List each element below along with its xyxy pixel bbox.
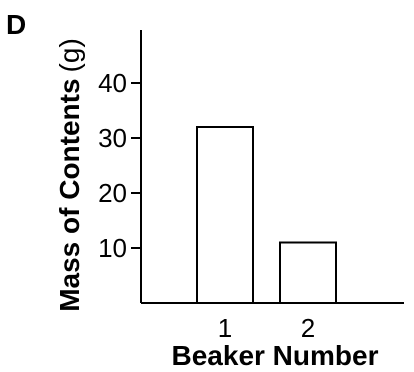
plot-area: 1 2 10 20 30 40 (98, 30, 404, 343)
bar-1 (196, 126, 254, 304)
y-tick-label-10: 10 (98, 233, 127, 263)
panel-label: D (6, 9, 26, 40)
y-axis-title: Mass of Contents (g) (54, 38, 85, 312)
bar-2 (279, 241, 337, 304)
x-tick-label-1: 1 (218, 313, 232, 343)
x-axis-title: Beaker Number (172, 340, 379, 371)
y-tick-label-40: 40 (98, 68, 127, 98)
x-tick-label-2: 2 (301, 313, 315, 343)
y-tick-label-30: 30 (98, 123, 127, 153)
y-axis-unit: (g) (54, 38, 85, 72)
y-tick-label-20: 20 (98, 178, 127, 208)
y-axis-title-text: Mass of Contents (54, 78, 85, 311)
